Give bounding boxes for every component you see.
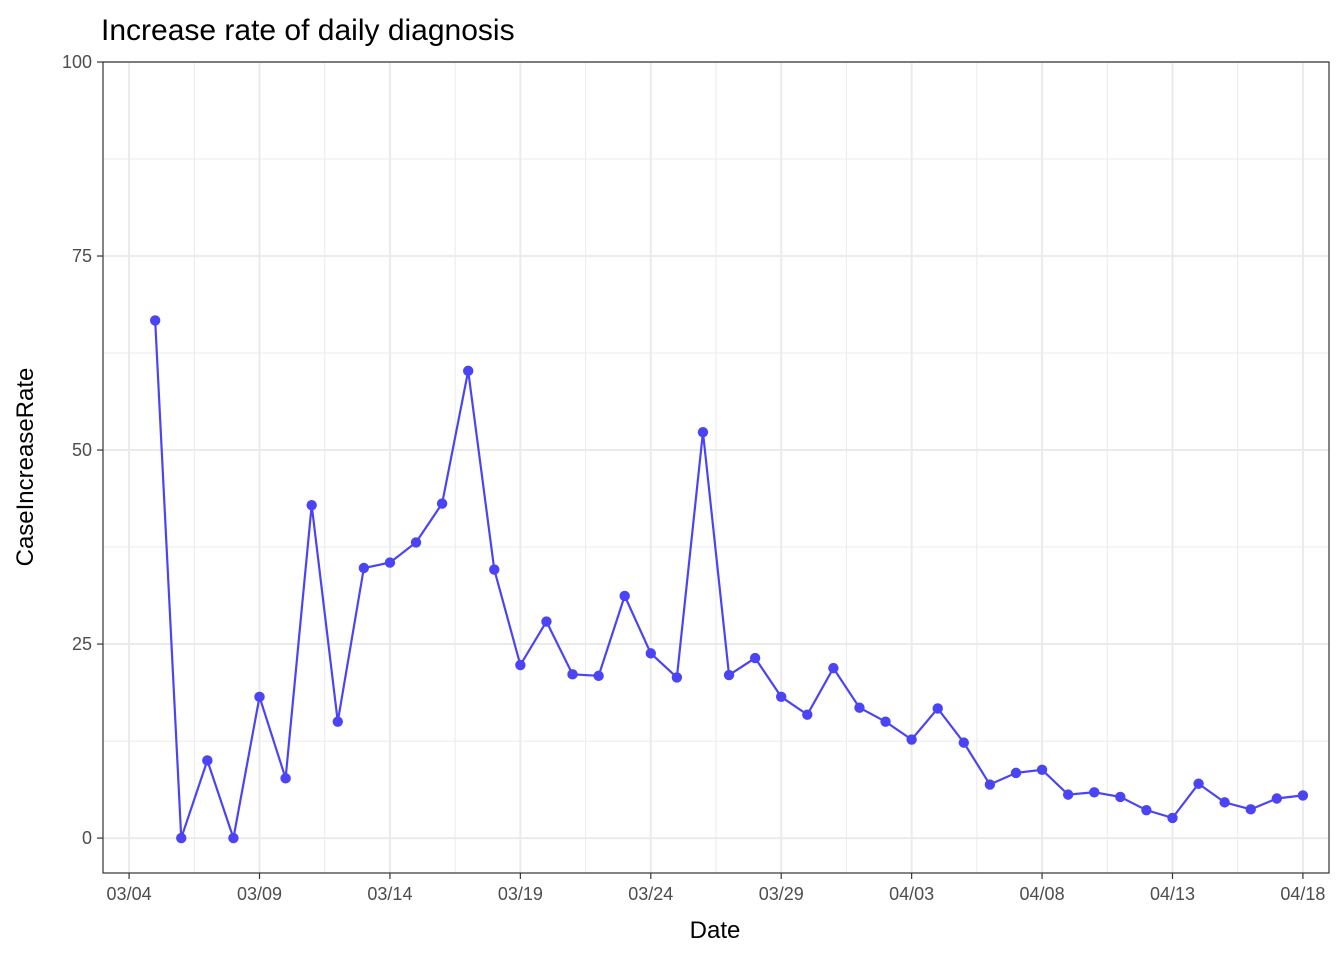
data-point <box>280 773 291 784</box>
data-point <box>1141 804 1152 816</box>
data-point <box>1219 797 1230 808</box>
gridlines <box>103 61 1329 873</box>
data-point <box>489 564 500 575</box>
axes: 03/04 03/09 03/14 03/19 03/24 03/29 04/03 04/08… <box>62 52 1325 904</box>
data-point <box>202 755 213 766</box>
x-tick-label: 03/29 <box>759 884 804 904</box>
data-point <box>723 669 735 681</box>
data-point <box>254 691 265 703</box>
data-point <box>410 537 422 548</box>
data-point <box>1167 812 1178 824</box>
data-point <box>802 709 813 720</box>
data-point <box>671 672 683 683</box>
data-point <box>854 702 865 713</box>
data-point <box>149 315 161 326</box>
series-line <box>154 320 1304 843</box>
data-point <box>776 691 787 703</box>
y-tick-label: 25 <box>72 634 92 654</box>
data-point <box>984 779 996 790</box>
data-point <box>1089 787 1100 798</box>
data-point <box>645 648 656 659</box>
data-point <box>462 365 474 377</box>
data-point <box>541 616 552 627</box>
x-tick-label: 03/09 <box>237 884 282 904</box>
x-tick-label: 03/04 <box>107 884 152 904</box>
x-tick-label: 04/03 <box>889 884 934 904</box>
data-point <box>906 734 917 745</box>
data-point <box>1115 791 1126 803</box>
x-tick-label: 03/24 <box>628 884 673 904</box>
y-tick-label: 100 <box>62 52 92 72</box>
x-tick-label: 04/18 <box>1280 884 1325 904</box>
data-point <box>1193 778 1204 789</box>
y-tick-label: 0 <box>82 828 92 848</box>
x-tick-label: 04/13 <box>1150 884 1195 904</box>
series <box>149 315 1309 844</box>
data-point <box>176 832 187 844</box>
data-point <box>1010 767 1022 779</box>
x-axis-title: Date <box>690 917 741 944</box>
y-tick-label: 75 <box>72 246 92 266</box>
y-axis-title: CaseIncreaseRate <box>12 368 39 567</box>
data-point <box>358 562 370 574</box>
data-point <box>1036 764 1048 775</box>
data-point <box>228 832 239 844</box>
data-point <box>567 669 578 680</box>
x-tick-label: 03/14 <box>367 884 412 904</box>
data-point <box>332 716 343 727</box>
x-tick-label: 04/08 <box>1020 884 1065 904</box>
data-point <box>515 659 526 671</box>
data-point <box>880 716 891 727</box>
data-point <box>306 499 317 511</box>
data-point <box>1271 793 1283 804</box>
data-point <box>1062 789 1074 800</box>
y-tick-label: 50 <box>72 440 92 460</box>
data-point <box>932 703 943 714</box>
data-point <box>958 737 970 748</box>
chart-title: Increase rate of daily diagnosis <box>101 14 515 47</box>
data-point <box>619 590 630 602</box>
data-point <box>436 498 448 509</box>
data-point <box>697 426 709 438</box>
data-point <box>593 670 604 682</box>
data-point <box>749 652 761 664</box>
data-point <box>1245 804 1256 815</box>
data-point <box>384 557 396 568</box>
data-point <box>828 662 839 674</box>
x-tick-label: 03/19 <box>498 884 543 904</box>
plot-panel-border <box>102 61 1330 874</box>
data-point <box>1297 790 1309 801</box>
